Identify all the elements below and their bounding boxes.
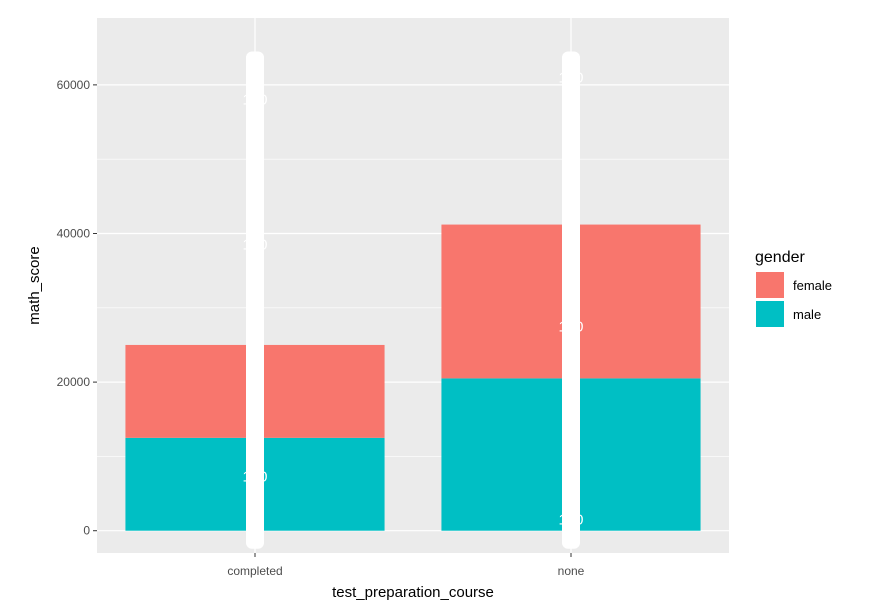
legend-title: gender <box>755 249 805 266</box>
legend-key-male <box>756 301 784 327</box>
overlay-label: 100 <box>558 318 583 335</box>
overlay-label: 100 <box>242 92 267 109</box>
legend-label-female: female <box>793 278 832 293</box>
overlay-column-none <box>562 51 580 549</box>
overlay-label: 100 <box>242 237 267 254</box>
x-axis-title: test_preparation_course <box>332 584 494 601</box>
y-tick-label: 60000 <box>57 78 91 92</box>
legend-items: female male <box>756 272 832 327</box>
legend: gender female male <box>755 249 832 327</box>
y-tick-label: 0 <box>83 524 90 538</box>
y-axis: 0 20000 40000 60000 <box>57 78 97 538</box>
overlay-group: 100 100 100 100 100 100 <box>242 51 584 549</box>
y-axis-title: math_score <box>26 246 43 324</box>
overlay-column-completed <box>246 51 264 549</box>
overlay-label: 100 <box>558 69 583 86</box>
x-tick-label: none <box>558 564 585 578</box>
y-tick-label: 20000 <box>57 375 91 389</box>
overlay-label: 100 <box>242 468 267 485</box>
x-axis: completed none <box>227 553 585 578</box>
overlay-label: 100 <box>558 512 583 529</box>
x-tick-label: completed <box>227 564 282 578</box>
y-tick-label: 40000 <box>57 226 91 240</box>
legend-key-female <box>756 272 784 298</box>
legend-label-male: male <box>793 307 821 322</box>
